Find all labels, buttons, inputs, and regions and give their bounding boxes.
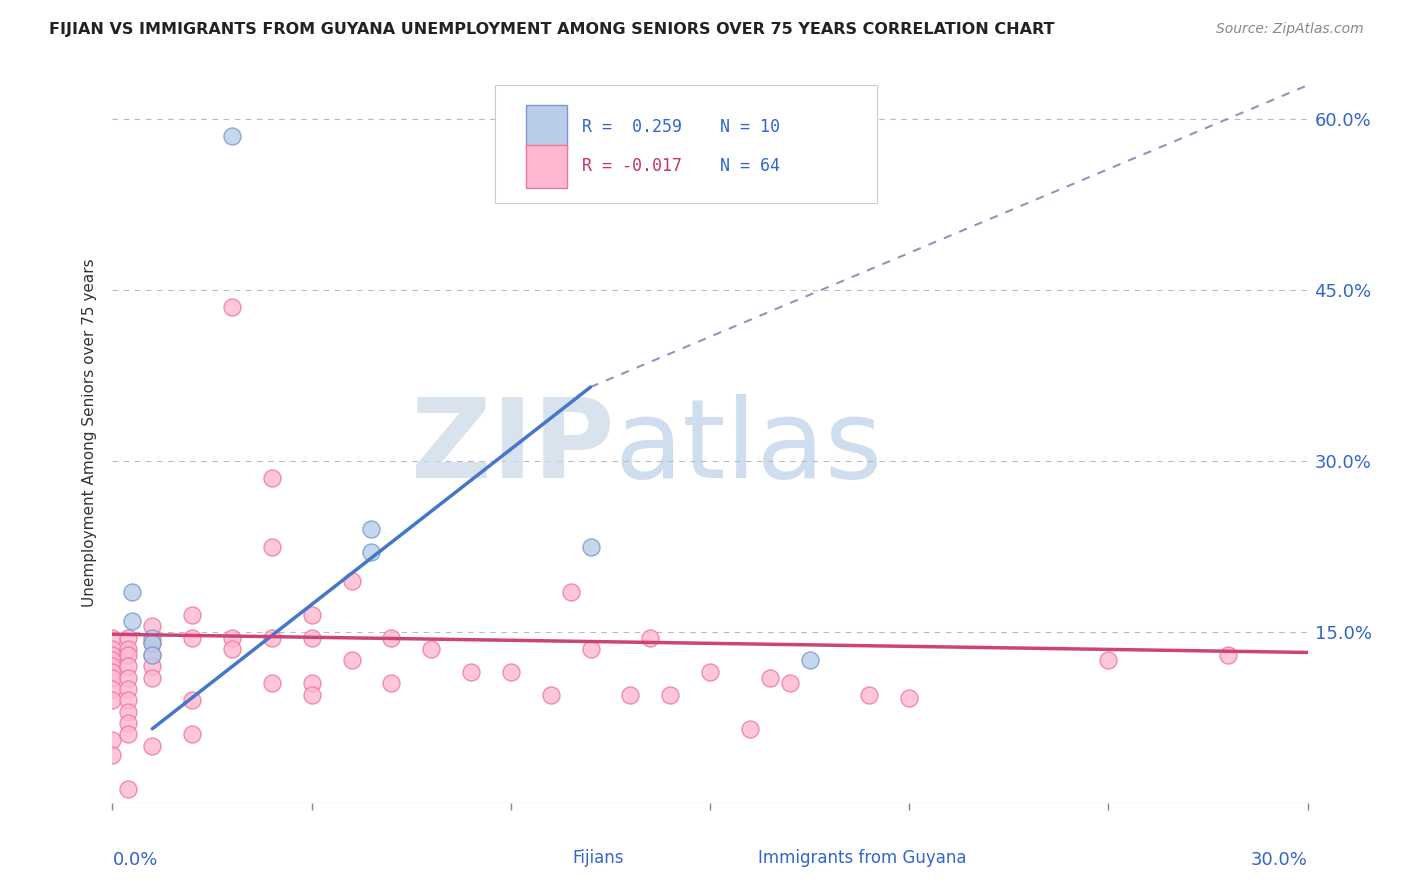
Point (460, 665, 482, 679)
Point (380, 631, 402, 645)
Point (260, 631, 283, 645)
Point (117, 631, 139, 645)
Point (260, 471, 283, 485)
Point (301, 631, 323, 645)
Point (141, 636, 163, 650)
Point (181, 727, 204, 741)
Point (117, 705, 139, 719)
Point (301, 688, 323, 702)
Point (619, 688, 641, 702)
Point (360, 523, 382, 537)
Point (117, 727, 139, 741)
Point (101, 642, 124, 657)
Point (579, 540, 602, 554)
Point (738, 722, 761, 736)
Point (380, 676, 402, 690)
FancyBboxPatch shape (534, 845, 569, 873)
Point (699, 665, 721, 679)
Point (540, 688, 562, 702)
Point (499, 665, 522, 679)
Point (560, 585, 582, 599)
Point (260, 540, 283, 554)
Point (101, 648, 124, 662)
Point (1097, 653, 1119, 667)
Point (141, 739, 163, 753)
Text: 30.0%: 30.0% (1251, 851, 1308, 869)
Text: N = 64: N = 64 (720, 158, 779, 176)
Point (1216, 648, 1239, 662)
FancyBboxPatch shape (720, 845, 754, 873)
Point (117, 681, 139, 696)
Point (117, 671, 139, 685)
Point (420, 642, 443, 657)
Point (117, 716, 139, 731)
Text: 0.0%: 0.0% (112, 851, 157, 869)
Text: R =  0.259: R = 0.259 (582, 119, 682, 136)
Text: Source: ZipAtlas.com: Source: ZipAtlas.com (1216, 22, 1364, 37)
Point (799, 653, 821, 667)
Point (181, 631, 204, 645)
Point (141, 619, 163, 633)
Point (117, 642, 139, 657)
Point (101, 681, 124, 696)
Text: Fijians: Fijians (572, 849, 624, 867)
Point (659, 688, 682, 702)
Point (640, 631, 662, 645)
Point (340, 653, 363, 667)
Point (117, 782, 139, 797)
Point (101, 665, 124, 679)
Y-axis label: Unemployment Among Seniors over 75 years: Unemployment Among Seniors over 75 years (82, 259, 97, 607)
Point (141, 659, 163, 673)
Point (181, 607, 204, 622)
Text: R = -0.017: R = -0.017 (582, 158, 682, 176)
Text: Immigrants from Guyana: Immigrants from Guyana (758, 849, 966, 867)
Point (117, 648, 139, 662)
Point (101, 693, 124, 707)
Point (898, 691, 921, 706)
Text: FIJIAN VS IMMIGRANTS FROM GUYANA UNEMPLOYMENT AMONG SENIORS OVER 75 YEARS CORREL: FIJIAN VS IMMIGRANTS FROM GUYANA UNEMPLO… (49, 22, 1054, 37)
Point (141, 631, 163, 645)
Point (221, 642, 243, 657)
Point (301, 676, 323, 690)
Point (181, 693, 204, 707)
Point (101, 747, 124, 762)
Point (117, 659, 139, 673)
Text: N = 10: N = 10 (720, 119, 779, 136)
Point (779, 676, 801, 690)
Point (141, 636, 163, 650)
Point (221, 631, 243, 645)
Point (141, 648, 163, 662)
Point (858, 688, 880, 702)
Point (141, 671, 163, 685)
Point (101, 653, 124, 667)
Point (340, 574, 363, 588)
Point (117, 693, 139, 707)
Point (221, 301, 243, 315)
Point (360, 545, 382, 559)
FancyBboxPatch shape (526, 105, 567, 149)
Text: atlas: atlas (614, 394, 883, 501)
Point (101, 671, 124, 685)
Point (301, 607, 323, 622)
Point (121, 585, 143, 599)
Point (759, 671, 782, 685)
FancyBboxPatch shape (526, 145, 567, 188)
Point (141, 648, 163, 662)
Point (101, 659, 124, 673)
Point (579, 642, 602, 657)
Text: ZIP: ZIP (411, 394, 614, 501)
FancyBboxPatch shape (495, 85, 877, 203)
Point (101, 733, 124, 747)
Point (221, 129, 243, 144)
Point (101, 631, 124, 645)
Point (121, 614, 143, 628)
Point (260, 676, 283, 690)
